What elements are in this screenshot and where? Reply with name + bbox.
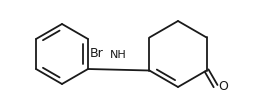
Text: Br: Br — [90, 47, 104, 60]
Text: O: O — [218, 80, 228, 93]
Text: NH: NH — [110, 50, 127, 60]
